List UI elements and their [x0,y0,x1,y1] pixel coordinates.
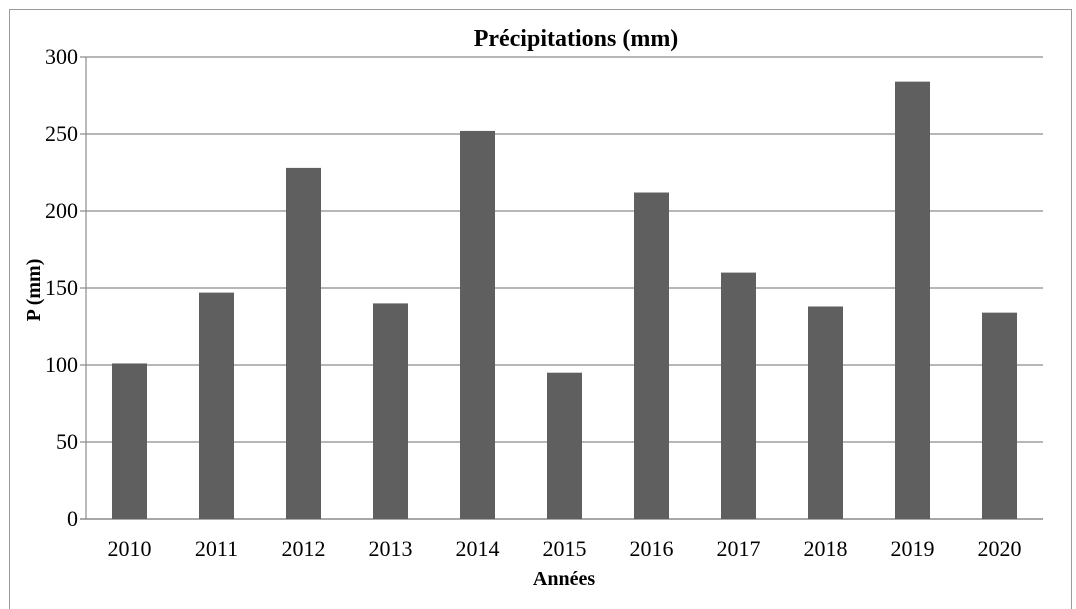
bar-2014 [460,130,495,520]
y-tick-label: 150 [45,275,78,300]
bar-2011 [199,292,234,519]
bar-2012 [286,167,321,519]
x-tick-label: 2015 [543,536,587,561]
x-tick-label: 2017 [717,536,761,561]
bar-2017 [721,272,756,519]
x-tick-label: 2011 [195,536,238,561]
bar-2013 [373,303,408,519]
x-axis-title: Années [533,568,595,590]
x-tick-label: 2018 [804,536,848,561]
y-tick-label: 50 [56,429,78,454]
x-tick-label: 2016 [630,536,674,561]
bar-2016 [634,192,669,519]
x-tick-labels: 2010 2011 2012 2013 2014 2015 2016 2017 2018 2019… [108,536,1022,561]
x-tick-label: 2012 [282,536,326,561]
y-tick-label: 0 [67,506,78,531]
y-tick-labels: 0 50 100 150 200 250 300 [45,44,78,531]
y-axis-title: P (mm) [23,259,45,322]
bar-2010 [112,363,147,519]
x-tick-label: 2014 [456,536,500,561]
y-tick-label: 300 [45,44,78,69]
bars [112,81,1017,520]
chart-title: Précipitations (mm) [474,26,679,52]
x-tick-label: 2013 [369,536,413,561]
chart-frame [9,9,1072,609]
y-tick-label: 250 [45,121,78,146]
x-tick-label: 2020 [978,536,1022,561]
x-tick-label: 2010 [108,536,152,561]
bar-2018 [808,306,843,519]
bar-2015 [547,372,582,519]
x-tick-label: 2019 [891,536,935,561]
y-tick-label: 200 [45,198,78,223]
bar-2019 [895,81,930,519]
y-tick-label: 100 [45,352,78,377]
bar-2020 [982,312,1017,519]
